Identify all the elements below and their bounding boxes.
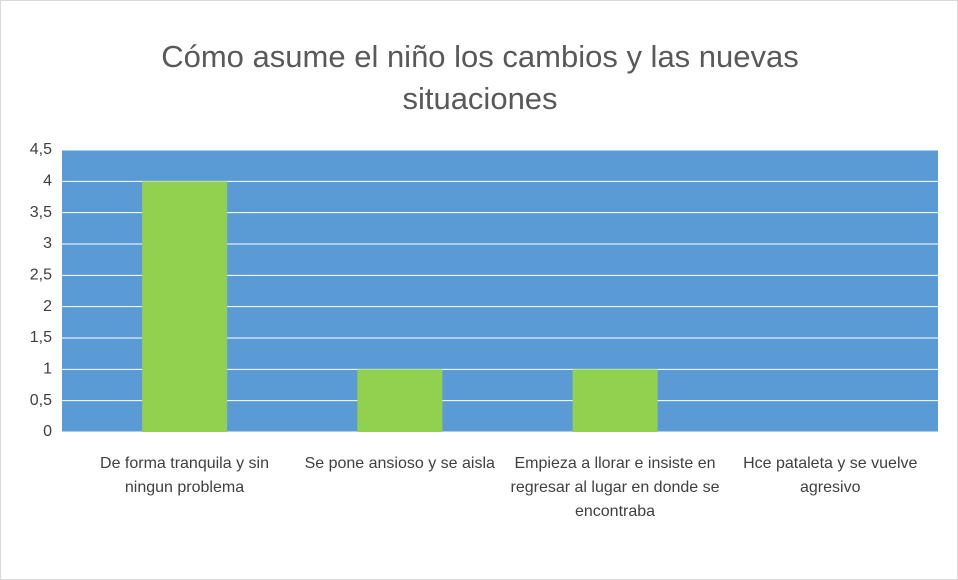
y-tick-label: 3 <box>43 235 52 252</box>
bar <box>572 369 658 432</box>
y-tick-label: 0 <box>43 423 52 440</box>
bar <box>142 181 228 432</box>
x-tick-label: Se pone ansioso y se aisla <box>304 455 495 472</box>
y-tick-label: 3,5 <box>30 204 52 221</box>
y-tick-label: 2 <box>43 298 52 315</box>
y-tick-label: 4,5 <box>30 141 52 158</box>
y-tick-label: 4 <box>43 173 52 190</box>
bar <box>357 369 443 432</box>
x-tick-label: Empieza a llorar e insiste en regresar a… <box>510 455 720 520</box>
y-tick-label: 2,5 <box>30 267 52 284</box>
y-tick-label: 1 <box>43 361 52 378</box>
y-tick-label: 0,5 <box>30 392 52 409</box>
chart-title: Cómo asume el niño los cambios y las nue… <box>161 39 799 116</box>
y-tick-label: 1,5 <box>30 329 52 346</box>
x-tick-label: Hce pataleta y se vuelve agresivo <box>743 455 918 496</box>
x-tick-label: De forma tranquila y sin ningun problema <box>100 455 269 496</box>
